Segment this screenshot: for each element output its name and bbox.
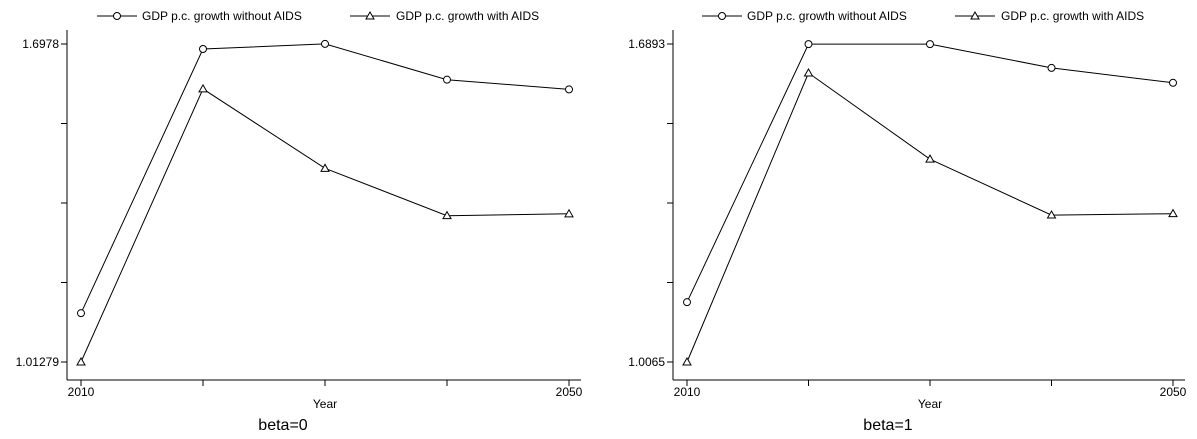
x-tick-label: 2050 [556,385,583,399]
data-point [803,68,814,77]
y-tick-label: 1.6978 [22,37,59,51]
data-point [683,298,691,307]
y-tick-label: 1.01279 [16,355,60,369]
x-axis-title: Year [918,397,942,411]
x-tick-label: 2010 [674,385,701,399]
x-axis-title: Year [313,397,337,411]
data-point [1168,208,1178,218]
data-point [682,356,692,366]
legend: GDP p.c. growth without AIDS GDP p.c. gro… [97,9,539,23]
data-point [76,356,86,366]
y-tick-label: 1.6893 [628,37,665,51]
legend-marker [113,12,121,20]
legend-marker [970,10,980,20]
x-tick-label: 2010 [68,385,95,399]
panel-title: beta=1 [863,417,912,434]
panel-title: beta=0 [258,417,307,434]
data-point [442,210,452,220]
series-line [686,43,1174,303]
data-point [564,208,574,218]
y-tick-label: 1.0065 [628,355,665,369]
data-point [1169,78,1177,87]
data-point [199,45,207,54]
data-point [321,39,329,48]
series-line [80,43,570,314]
legend-marker [718,12,726,20]
legend-label: GDP p.c. growth without AIDS [142,9,302,23]
data-point [565,85,573,94]
data-point [1047,63,1056,72]
x-tick-label: 2050 [1160,385,1187,399]
chart-panel-2: 1.6893 1.0065 2010 2050 Year beta=1 GDP p.c. g… [628,9,1186,434]
data-point [926,40,934,49]
series-line [686,72,1174,363]
chart-panel-1: 1.6978 1.01279 2010 2050 Year beta=0 GDP p.c. … [16,9,583,434]
series-line [80,88,570,363]
data-point [198,83,208,93]
data-point [443,75,451,84]
legend-label: GDP p.c. growth without AIDS [747,9,907,23]
data-point [804,40,813,49]
data-point [1046,210,1057,219]
legend: GDP p.c. growth without AIDS GDP p.c. gro… [702,9,1144,23]
data-point [320,163,330,172]
legend-marker [365,10,375,20]
data-point [925,154,935,163]
data-point [77,309,85,318]
legend-label: GDP p.c. growth with AIDS [396,9,539,23]
legend-label: GDP p.c. growth with AIDS [1001,9,1144,23]
